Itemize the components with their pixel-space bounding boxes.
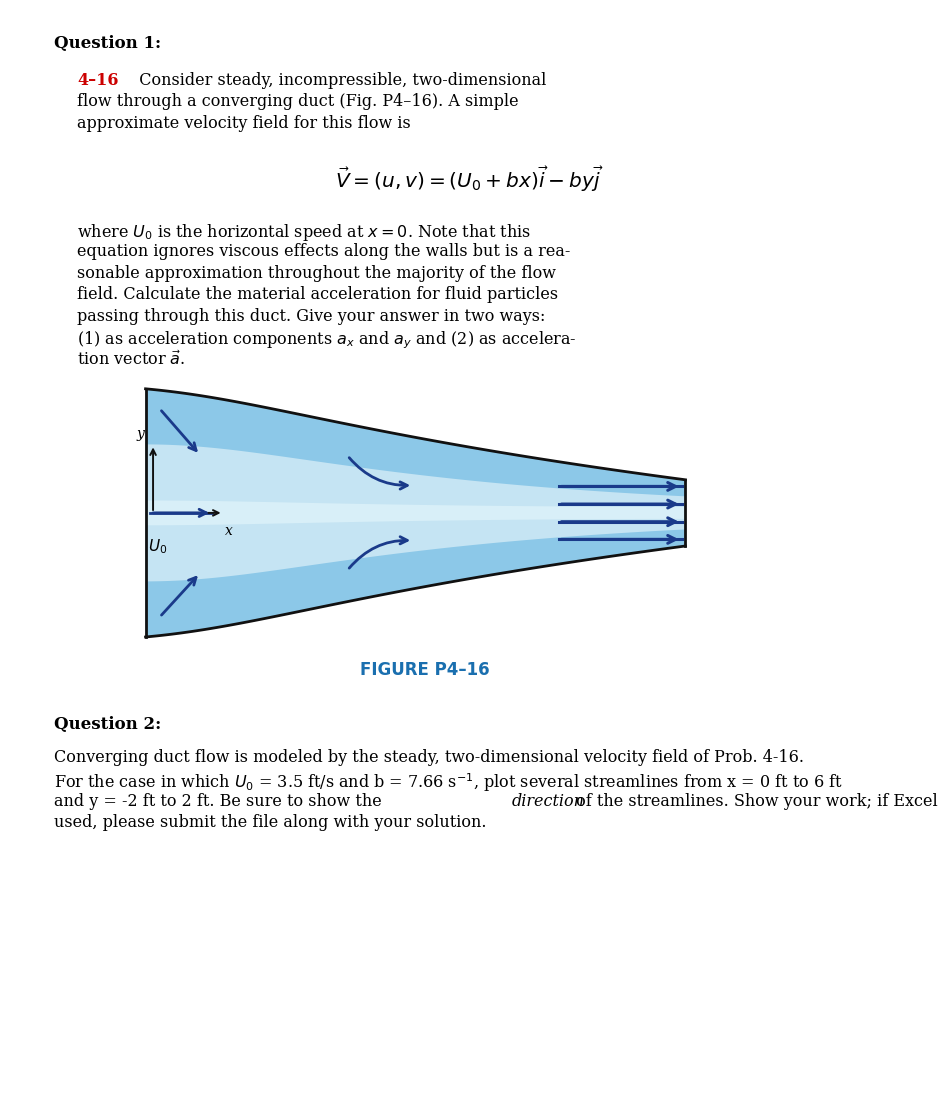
Polygon shape: [146, 501, 685, 525]
Text: of the streamlines. Show your work; if Excel is: of the streamlines. Show your work; if E…: [571, 792, 939, 810]
Text: passing through this duct. Give your answer in two ways:: passing through this duct. Give your ans…: [77, 308, 546, 324]
Text: used, please submit the file along with your solution.: used, please submit the file along with …: [54, 814, 486, 831]
Text: y: y: [137, 427, 145, 441]
Text: FIGURE P4–16: FIGURE P4–16: [360, 661, 490, 679]
Text: Converging duct flow is modeled by the steady, two-dimensional velocity field of: Converging duct flow is modeled by the s…: [54, 749, 804, 767]
Text: where $U_0$ is the horizontal speed at $x = 0$. Note that this: where $U_0$ is the horizontal speed at $…: [77, 222, 531, 243]
Text: Question 1:: Question 1:: [54, 35, 161, 52]
Text: Consider steady, incompressible, two-dimensional: Consider steady, incompressible, two-dim…: [129, 72, 546, 88]
Text: equation ignores viscous effects along the walls but is a rea-: equation ignores viscous effects along t…: [77, 244, 570, 260]
Text: $U_0$: $U_0$: [148, 537, 168, 556]
Polygon shape: [146, 388, 685, 636]
Text: x: x: [225, 524, 233, 538]
Text: tion vector $\vec{a}$.: tion vector $\vec{a}$.: [77, 351, 185, 370]
Text: direction: direction: [512, 792, 585, 810]
Text: $\vec{V}= (u, v) = (U_0 + bx)\vec{i} - by\vec{j}$: $\vec{V}= (u, v) = (U_0 + bx)\vec{i} - b…: [335, 164, 604, 194]
Polygon shape: [146, 445, 685, 581]
Text: field. Calculate the material acceleration for fluid particles: field. Calculate the material accelerati…: [77, 286, 558, 303]
Text: flow through a converging duct (Fig. P4–16). A simple: flow through a converging duct (Fig. P4–…: [77, 94, 518, 110]
Text: sonable approximation throughout the majority of the flow: sonable approximation throughout the maj…: [77, 265, 556, 281]
Text: For the case in which $U_0$ = 3.5 ft/s and b = 7.66 s$^{-1}$, plot several strea: For the case in which $U_0$ = 3.5 ft/s a…: [54, 771, 842, 794]
Text: Question 2:: Question 2:: [54, 716, 161, 733]
Text: approximate velocity field for this flow is: approximate velocity field for this flow…: [77, 115, 410, 131]
Text: and y = -2 ft to 2 ft. Be sure to show the: and y = -2 ft to 2 ft. Be sure to show t…: [54, 792, 386, 810]
Text: (1) as acceleration components $a_x$ and $a_y$ and (2) as accelera-: (1) as acceleration components $a_x$ and…: [77, 329, 577, 351]
Text: 4–16: 4–16: [77, 72, 118, 88]
